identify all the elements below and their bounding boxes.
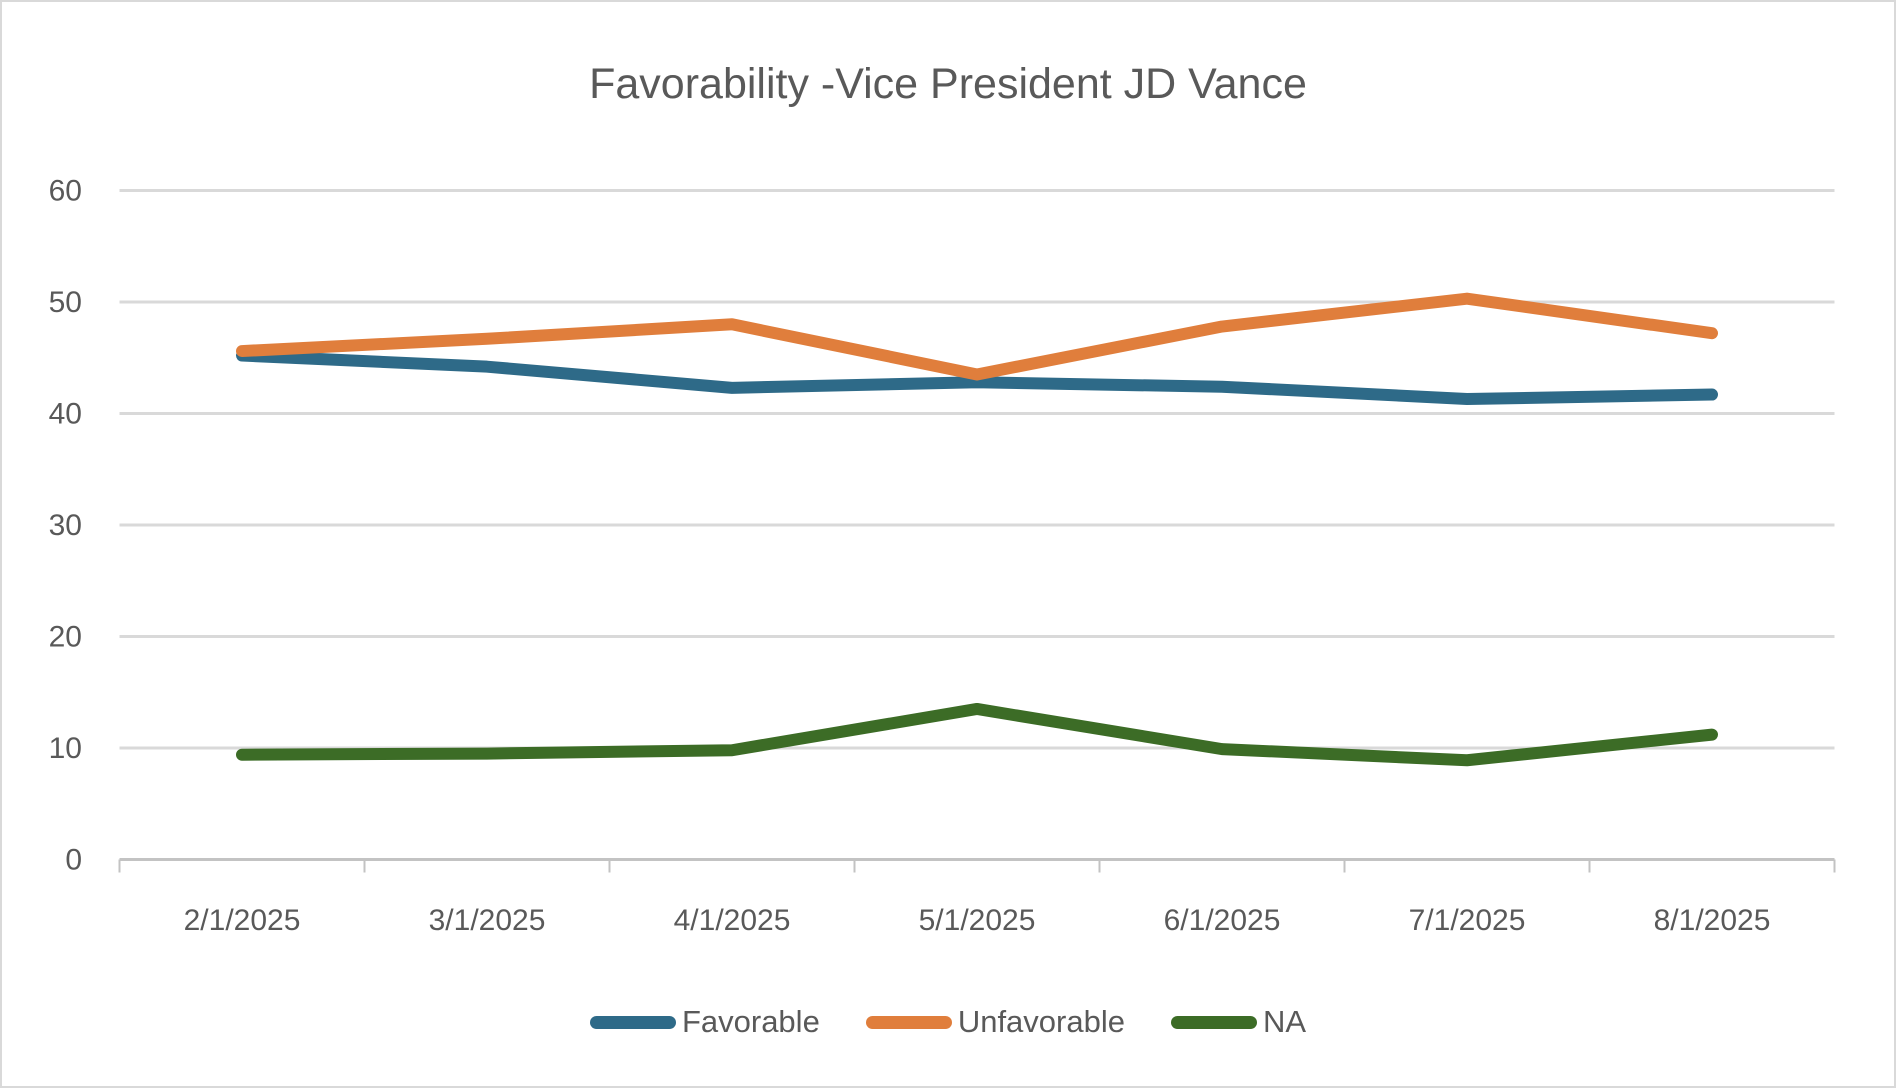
series-line-na — [236, 702, 1718, 767]
x-axis-label: 4/1/2025 — [674, 904, 791, 937]
y-axis-label: 50 — [49, 286, 82, 319]
y-axis-label: 10 — [49, 732, 82, 765]
x-axis-label: 3/1/2025 — [429, 904, 546, 937]
x-axis-label: 7/1/2025 — [1409, 904, 1526, 937]
y-axis-label: 0 — [65, 844, 82, 877]
y-axis-label: 30 — [49, 509, 82, 542]
y-axis-label: 40 — [49, 398, 82, 431]
legend-label-unfavorable: Unfavorable — [957, 1004, 1125, 1039]
x-axis-label: 2/1/2025 — [184, 904, 301, 937]
series-line-unfavorable — [236, 292, 1718, 381]
legend-item-na: NA — [1170, 1004, 1307, 1040]
y-axis-label: 60 — [49, 175, 82, 208]
legend-label-na: NA — [1262, 1004, 1307, 1039]
legend-swatch-unfavorable — [865, 1015, 952, 1029]
chart-title: Favorability -Vice President JD Vance — [589, 60, 1307, 108]
series-line-favorable — [236, 349, 1718, 406]
y-axis-label: 20 — [49, 621, 82, 654]
legend-swatch-na — [1170, 1015, 1257, 1029]
legend: Favorable Unfavorable NA — [2, 1004, 1894, 1040]
legend-item-favorable: Favorable — [589, 1004, 820, 1040]
legend-item-unfavorable: Unfavorable — [865, 1004, 1125, 1040]
legend-label-favorable: Favorable — [681, 1004, 820, 1039]
legend-swatch-favorable — [589, 1015, 676, 1029]
x-axis-label: 5/1/2025 — [919, 904, 1036, 937]
x-axis-label: 6/1/2025 — [1164, 904, 1281, 937]
x-axis-label: 8/1/2025 — [1654, 904, 1771, 937]
